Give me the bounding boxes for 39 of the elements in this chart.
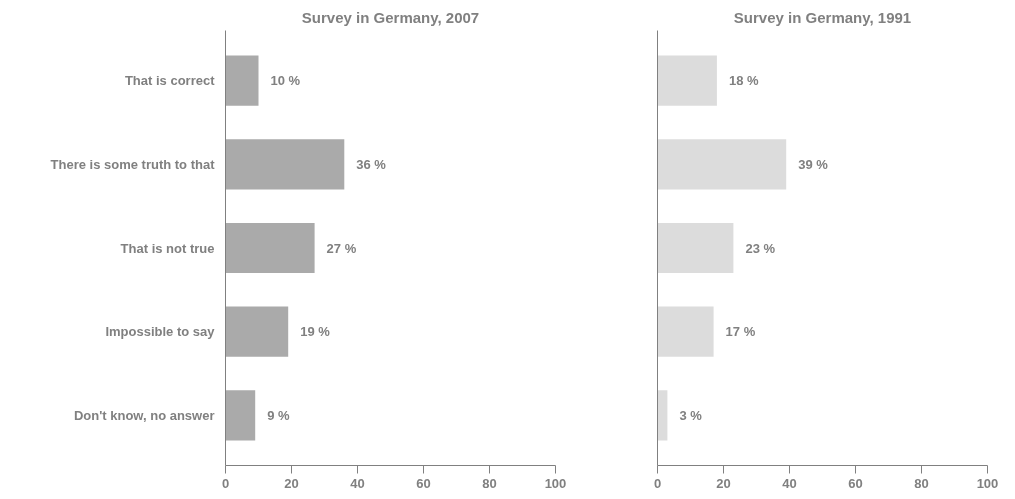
chart-title: Survey in Germany, 2007 [301,8,480,26]
x-tick-label: 60 [416,475,431,491]
data-label: 9 % [267,407,291,423]
x-tick-label: 20 [284,475,299,491]
bar [657,55,717,106]
x-tick-label: 60 [848,475,863,491]
bar [657,139,787,190]
x-tick-label: 80 [482,475,497,491]
bar [657,222,734,274]
x-tick-label: 40 [350,475,365,491]
y-tick-label: Don't know, no answer [73,407,215,423]
x-tick-label: 40 [782,475,797,491]
y-tick-label: That is correct [124,73,216,89]
x-tick-label: 80 [914,475,929,491]
x-tick-label: 100 [544,475,567,491]
data-label: 10 % [270,73,301,89]
bar [225,390,256,441]
data-label: 39 % [798,156,829,172]
x-tick-label: 0 [221,475,230,491]
bar [225,306,289,357]
y-tick-label: There is some truth to that [50,156,216,172]
data-label: 19 % [300,324,331,340]
data-label: 18 % [728,73,759,89]
data-label: 17 % [725,324,756,340]
chart-title: Survey in Germany, 1991 [733,8,912,26]
y-tick-label: Impossible to say [105,324,216,340]
bar [657,390,668,441]
x-tick-label: 0 [653,475,662,491]
data-label: 23 % [745,240,776,256]
y-tick-label: That is not true [120,240,215,256]
x-tick-label: 100 [976,475,999,491]
bar [657,306,714,357]
bar [225,222,315,274]
data-label: 36 % [356,156,387,172]
data-label: 3 % [679,407,703,423]
bar [225,55,259,106]
bar [225,139,345,190]
data-label: 27 % [326,240,357,256]
x-tick-label: 20 [716,475,731,491]
